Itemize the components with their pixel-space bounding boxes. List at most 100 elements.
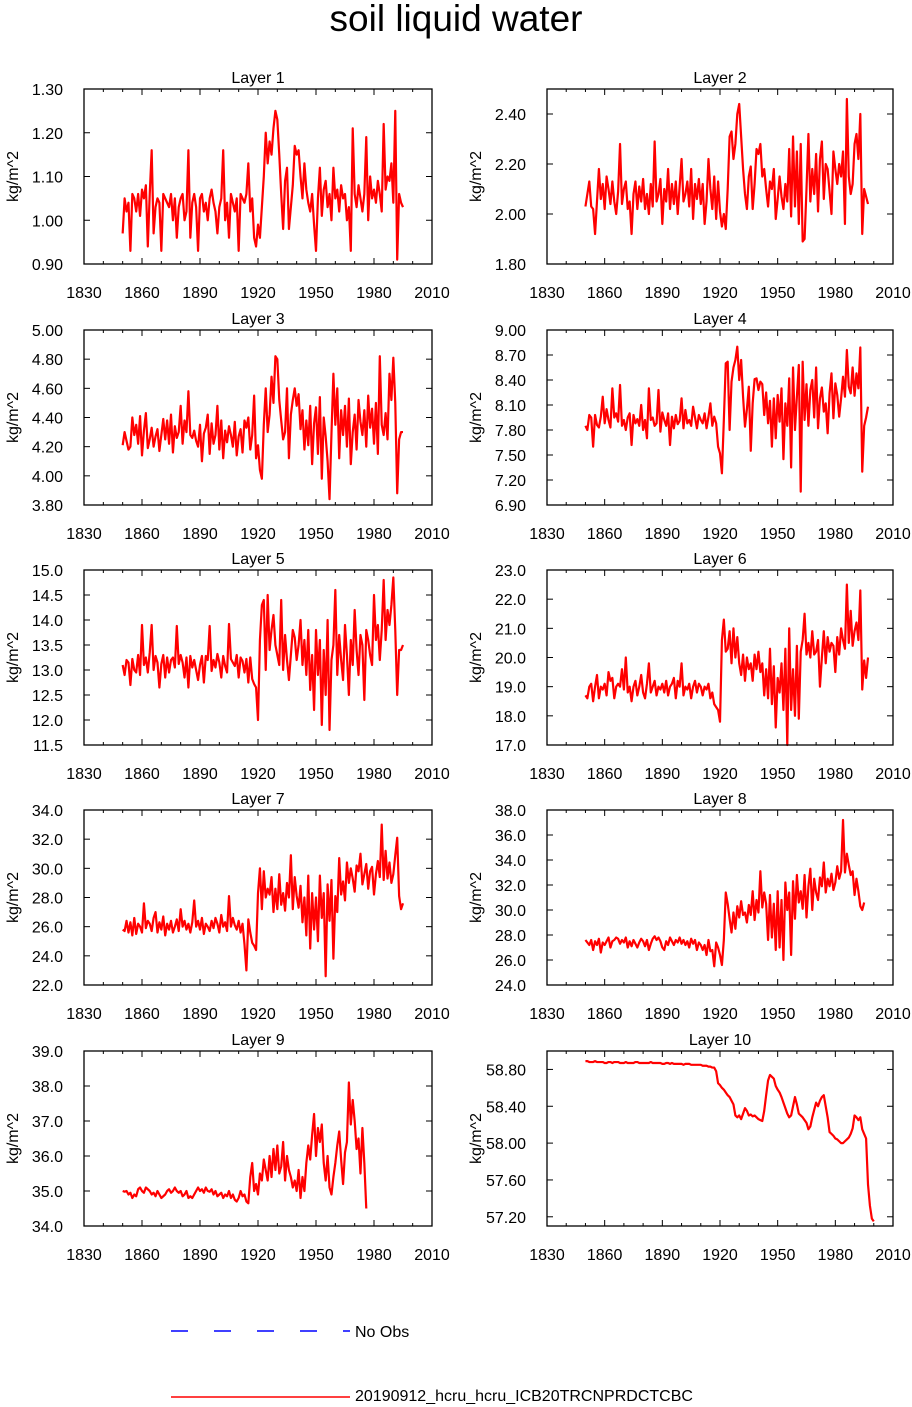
layer-6-series-line (584, 583, 870, 747)
layer-4-ytick-label: 6.90 (495, 498, 526, 515)
layer-4-ytick-label: 7.20 (495, 473, 526, 490)
layer-2-ytick-label: 2.20 (495, 157, 526, 174)
layer-4-xtick-label: 1860 (587, 526, 623, 543)
layer-7-ytick-label: 22.0 (32, 978, 63, 995)
layer-9-xtick-label: 1890 (182, 1247, 218, 1264)
layer-3-ytick-label: 4.00 (32, 469, 63, 486)
layer-9-xtick-label: 1920 (240, 1247, 276, 1264)
layer-9-ytick-label: 38.0 (32, 1079, 63, 1096)
layer-6-ylabel: kg/m^2 (468, 632, 485, 683)
layer-3-ytick-label: 4.40 (32, 411, 63, 428)
layer-10-ytick-label: 58.80 (486, 1062, 526, 1079)
layer-10-xtick-label: 1830 (529, 1247, 565, 1264)
layer-9-ytick-label: 37.0 (32, 1114, 63, 1131)
layer-7-xtick-label: 1920 (240, 1006, 276, 1023)
layer-6-ytick-label: 17.0 (495, 738, 526, 755)
layer-6-ytick-label: 21.0 (495, 621, 526, 638)
layer-5-ytick-label: 11.5 (33, 738, 63, 755)
layer-10-ylabel: kg/m^2 (468, 1113, 485, 1164)
layer-5-plot-frame (83, 569, 433, 746)
layer-1-xtick-label: 1890 (182, 285, 218, 302)
legend-label-no-obs: No Obs (355, 1324, 410, 1341)
layer-7-title: Layer 7 (231, 791, 284, 808)
layer-10-xtick-label: 1920 (702, 1247, 738, 1264)
layer-4-ytick-label: 7.50 (495, 448, 526, 465)
layer-2-xtick-label: 1920 (702, 285, 738, 302)
layer-3-plot-frame (83, 329, 433, 506)
layer-5-ytick-label: 13.0 (32, 663, 63, 680)
layer-3-series-line (121, 355, 403, 501)
layer-6-xtick-label: 1860 (587, 766, 623, 783)
layer-4-xtick-label: 1830 (529, 526, 565, 543)
layer-5-ytick-label: 12.5 (32, 688, 63, 705)
layer-4-xtick-label: 1950 (760, 526, 796, 543)
layer-5-ytick-label: 15.0 (32, 563, 63, 580)
layer-1-ytick-label: 1.30 (32, 82, 63, 99)
layer-2-xtick-label: 1830 (529, 285, 565, 302)
layer-2-xtick-label: 1980 (818, 285, 854, 302)
layer-4-ytick-label: 8.10 (495, 398, 526, 415)
layer-4-xtick-label: 1890 (645, 526, 681, 543)
layer-6-title: Layer 6 (693, 551, 746, 568)
layer-7-ytick-label: 26.0 (32, 920, 63, 937)
layer-6-xtick-label: 1980 (818, 766, 854, 783)
layer-5-ytick-label: 12.0 (32, 713, 63, 730)
layer-4-xtick-label: 2010 (875, 526, 911, 543)
layer-1-xtick-label: 1950 (298, 285, 334, 302)
layer-5-ylabel: kg/m^2 (5, 632, 22, 683)
layer-3-xtick-label: 1830 (66, 526, 102, 543)
layer-7-ytick-label: 34.0 (32, 803, 63, 820)
layer-5-xtick-label: 1890 (182, 766, 218, 783)
layer-7-ytick-label: 32.0 (32, 832, 63, 849)
layer-5-xtick-label: 1920 (240, 766, 276, 783)
layer-10-ytick-label: 57.20 (486, 1210, 526, 1227)
layer-7-ytick-label: 24.0 (32, 949, 63, 966)
layer-8-plot-frame (546, 809, 894, 986)
layer-2-title: Layer 2 (693, 70, 746, 87)
layer-5-xtick-label: 1830 (66, 766, 102, 783)
layer-10-xtick-label: 1860 (587, 1247, 623, 1264)
layer-8-xtick-label: 1950 (760, 1006, 796, 1023)
layer-10-xtick-label: 2010 (875, 1247, 911, 1264)
layer-9-ytick-label: 34.0 (32, 1219, 63, 1236)
layer-3-xtick-label: 1980 (356, 526, 392, 543)
layer-10-xtick-label: 1980 (818, 1247, 854, 1264)
layer-8-xtick-label: 2010 (875, 1006, 911, 1023)
layer-8-ytick-label: 24.0 (495, 978, 526, 995)
layer-9-series-line (122, 1081, 368, 1209)
layer-8-xtick-label: 1860 (587, 1006, 623, 1023)
layer-1-plot-frame (83, 88, 433, 265)
layer-8-ytick-label: 28.0 (495, 928, 526, 945)
layer-6-ytick-label: 19.0 (495, 680, 526, 697)
layer-4-plot-frame (546, 329, 894, 506)
layer-2-ytick-label: 2.00 (495, 207, 526, 224)
layer-8-xtick-label: 1830 (529, 1006, 565, 1023)
layer-7-xtick-label: 1980 (356, 1006, 392, 1023)
layer-3-ylabel: kg/m^2 (5, 392, 22, 443)
layer-7-xtick-label: 1860 (124, 1006, 160, 1023)
layer-7-ytick-label: 30.0 (32, 861, 63, 878)
layer-10-ytick-label: 58.00 (486, 1136, 526, 1153)
layer-8-xtick-label: 1980 (818, 1006, 854, 1023)
layer-6-xtick-label: 1920 (702, 766, 738, 783)
layer-6-plot-frame (546, 569, 894, 746)
layer-3-title: Layer 3 (231, 311, 284, 328)
layer-2-ytick-label: 1.80 (495, 257, 526, 274)
layer-9-ytick-label: 35.0 (32, 1184, 63, 1201)
layer-9-title: Layer 9 (231, 1032, 284, 1049)
layer-3-ytick-label: 4.20 (32, 440, 63, 457)
layer-9-plot-frame (83, 1050, 433, 1227)
layer-6-ytick-label: 23.0 (495, 563, 526, 580)
layer-7-xtick-label: 1830 (66, 1006, 102, 1023)
layer-2-xtick-label: 1890 (645, 285, 681, 302)
layer-7-ytick-label: 28.0 (32, 891, 63, 908)
layer-8-xtick-label: 1890 (645, 1006, 681, 1023)
layer-5-ytick-label: 14.0 (32, 613, 63, 630)
layer-7-plot-frame (83, 809, 433, 986)
layer-1-title: Layer 1 (231, 70, 284, 87)
layer-1-xtick-label: 2010 (414, 285, 450, 302)
layer-6-xtick-label: 1890 (645, 766, 681, 783)
layer-6-xtick-label: 1950 (760, 766, 796, 783)
layer-10-title: Layer 10 (689, 1032, 751, 1049)
layer-5-xtick-label: 1980 (356, 766, 392, 783)
